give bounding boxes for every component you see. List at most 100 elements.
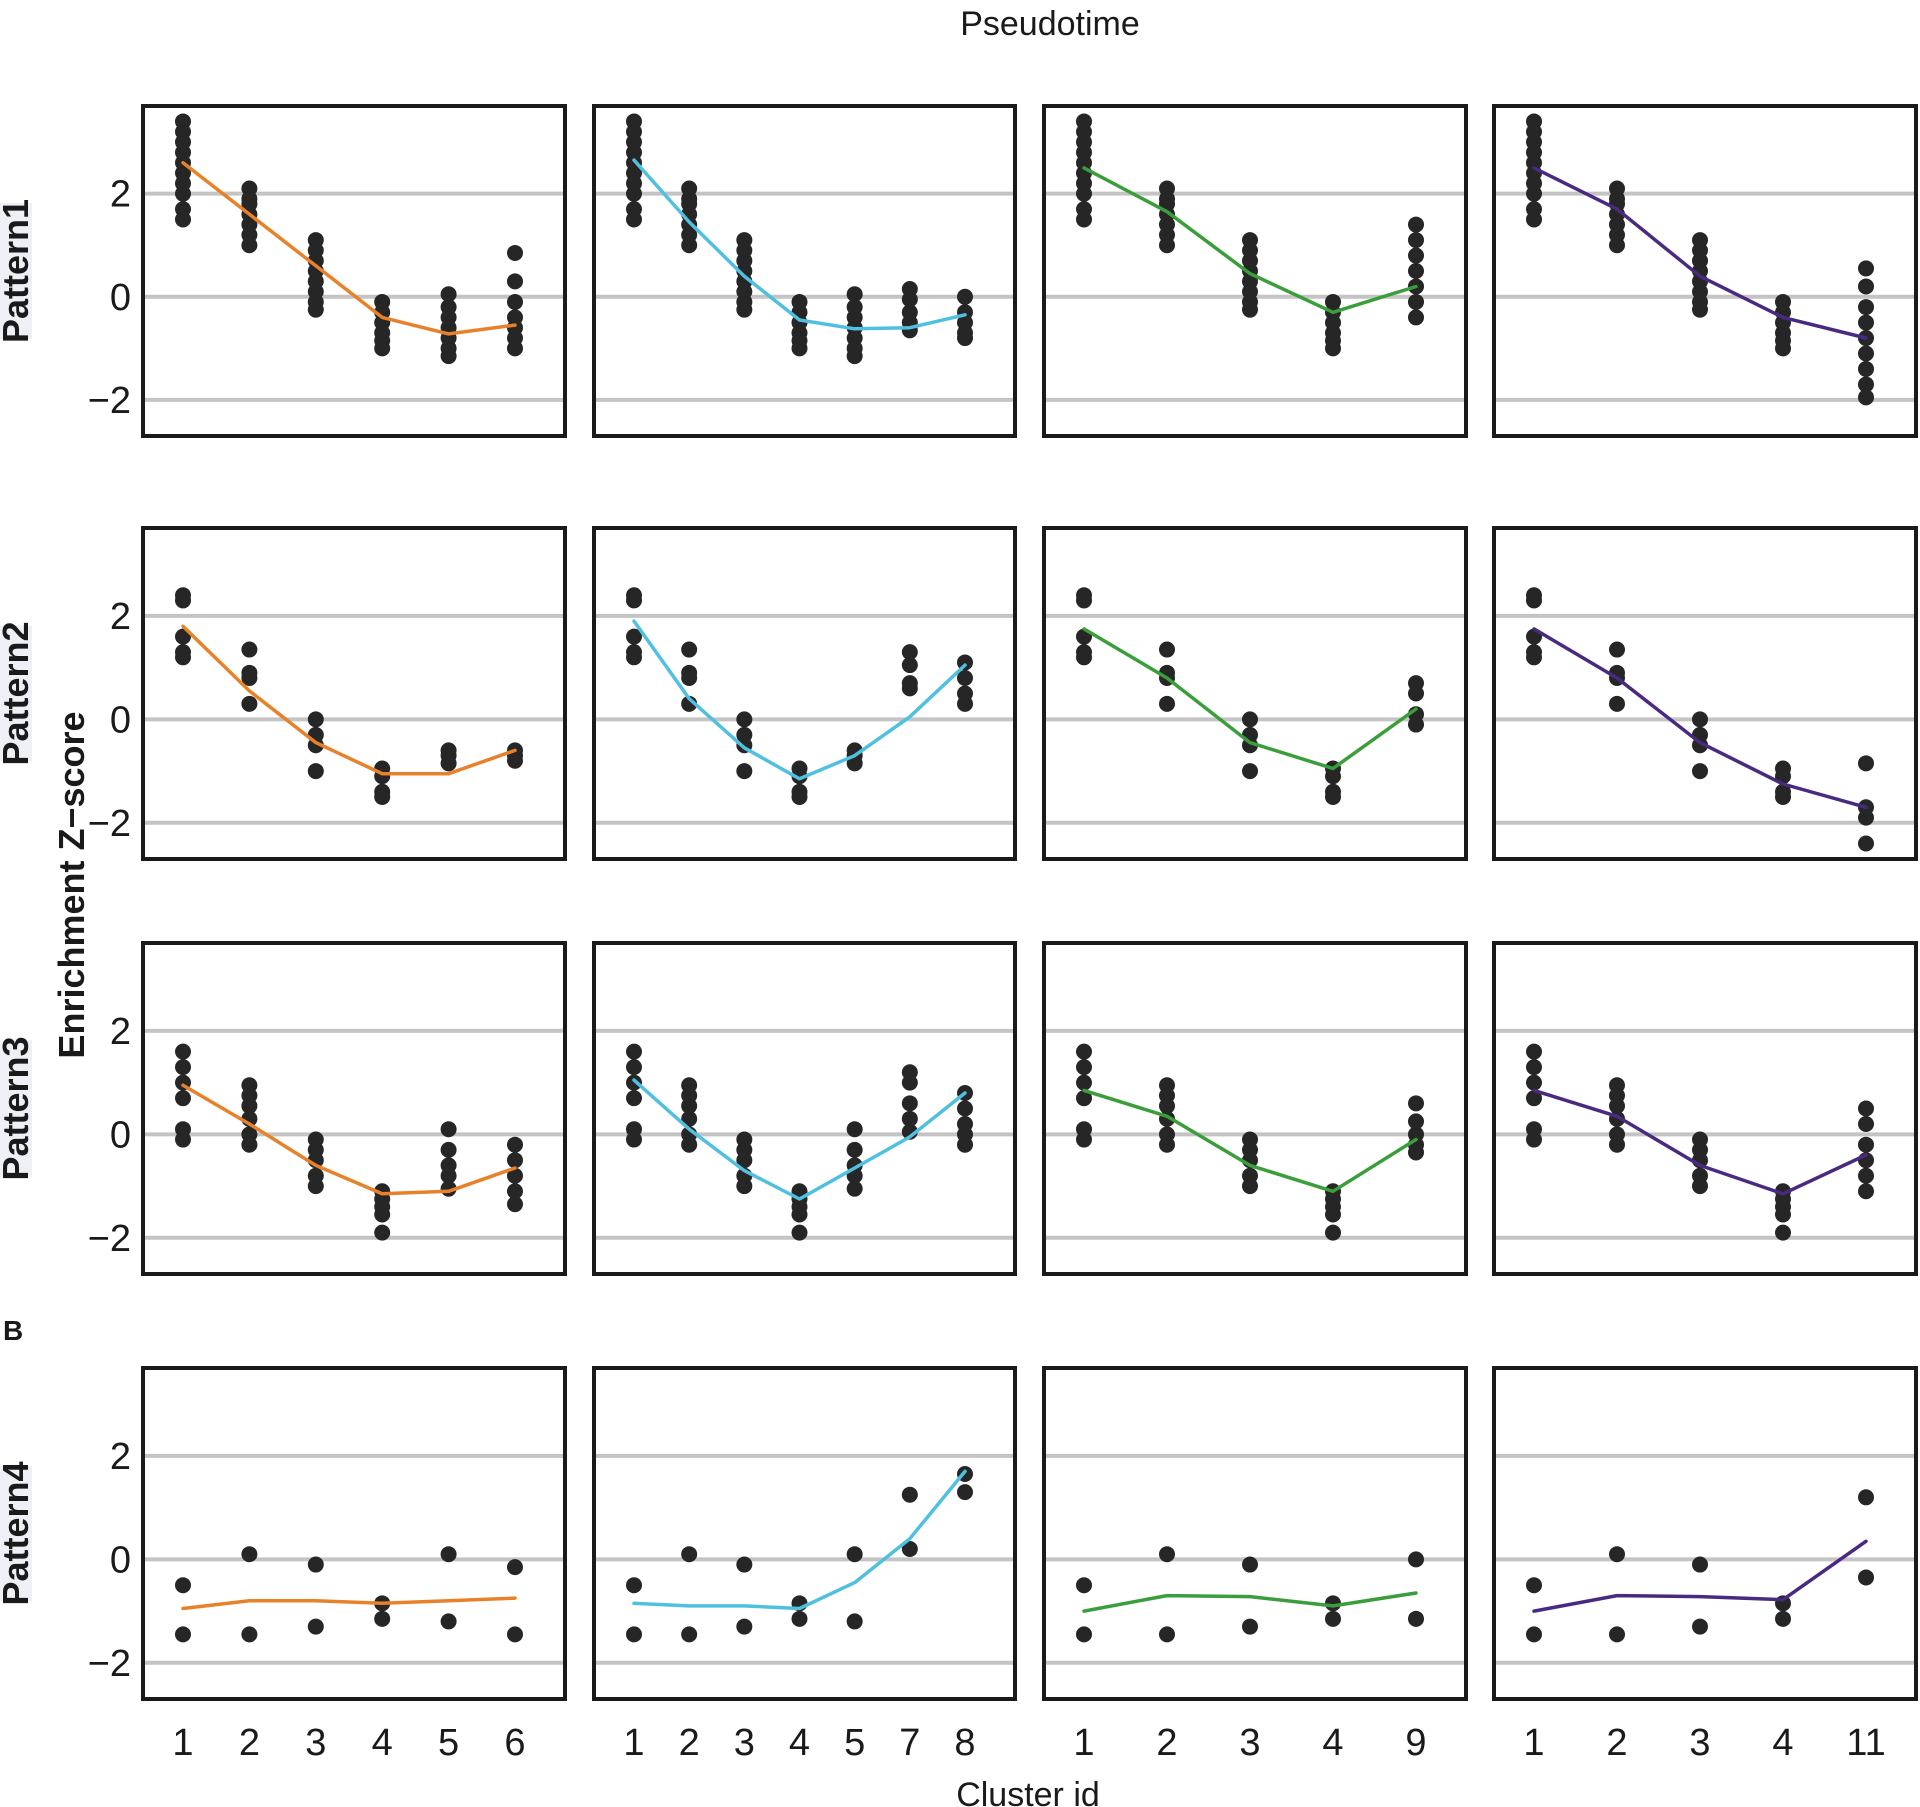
data-point	[1076, 211, 1092, 228]
data-point	[307, 763, 324, 780]
data-point	[1408, 1113, 1424, 1130]
data-point	[626, 628, 642, 645]
data-point	[307, 1618, 324, 1635]
data-point	[1159, 1546, 1175, 1563]
data-point	[1076, 1059, 1092, 1076]
data-point	[1526, 1577, 1542, 1594]
data-point	[507, 1626, 523, 1643]
panel-frame	[592, 526, 1017, 861]
data-point	[1775, 1206, 1791, 1223]
data-point	[1775, 340, 1791, 357]
data-point	[1775, 1224, 1791, 1241]
panel-frame	[1042, 526, 1468, 861]
data-point	[1526, 1074, 1542, 1091]
data-point	[791, 1224, 808, 1241]
series-line	[1082, 627, 1418, 771]
data-point	[1076, 649, 1092, 666]
strip-label-pattern4: Pattern4	[0, 1461, 36, 1605]
panel-frame	[141, 1366, 567, 1701]
x-tick-label: 6	[504, 1722, 525, 1764]
strip-label-pattern1: Pattern1	[0, 199, 36, 343]
series-line	[1082, 166, 1418, 315]
data-point	[1692, 1556, 1708, 1573]
x-tick-label: 1	[172, 1722, 193, 1764]
strip-background	[0, 625, 32, 762]
data-point	[440, 1167, 457, 1184]
data-point	[1858, 1136, 1874, 1153]
panel-frame	[1042, 941, 1468, 1276]
data-point	[1242, 763, 1258, 780]
x-tick-label: 11	[1846, 1722, 1885, 1764]
panel-pattern3-col3	[1042, 941, 1468, 1276]
data-point	[1858, 809, 1874, 826]
data-point	[1242, 1556, 1258, 1573]
y-tick-label: 2	[110, 1011, 131, 1053]
data-point	[681, 641, 698, 658]
data-point	[1076, 1074, 1092, 1091]
data-point	[1858, 299, 1874, 316]
data-point	[1526, 1090, 1542, 1107]
data-point	[440, 1141, 457, 1158]
data-point	[1408, 216, 1424, 233]
data-point	[901, 1110, 918, 1127]
x-tick-label: 5	[844, 1722, 865, 1764]
x-tick-label: 4	[1772, 1722, 1793, 1764]
x-tick-label: 4	[789, 1722, 810, 1764]
data-point	[1159, 1097, 1175, 1114]
data-point	[626, 1043, 642, 1060]
data-point	[440, 1613, 457, 1630]
y-tick-label: 2	[110, 596, 131, 638]
data-point	[791, 340, 808, 357]
data-point	[1408, 1144, 1424, 1161]
series-line	[632, 1078, 967, 1201]
data-point	[1609, 1626, 1625, 1643]
data-point	[846, 1180, 863, 1197]
data-point	[241, 695, 258, 712]
data-point	[1325, 768, 1341, 785]
panel-pattern1-col4	[1492, 104, 1918, 438]
data-point	[241, 1097, 258, 1114]
data-point	[736, 711, 753, 728]
data-point	[1408, 232, 1424, 249]
data-point	[901, 657, 918, 674]
y-tick-label: −2	[88, 803, 131, 845]
data-point	[846, 1141, 863, 1158]
data-point	[957, 695, 973, 712]
data-point	[307, 1178, 324, 1195]
data-point	[1692, 711, 1708, 728]
data-point	[901, 1074, 918, 1091]
panel-frame	[1492, 1366, 1918, 1701]
series-line	[632, 158, 967, 331]
data-point	[507, 1152, 523, 1169]
data-point	[1609, 695, 1625, 712]
data-point	[1526, 1626, 1542, 1643]
data-point	[1858, 1100, 1874, 1117]
y-tick-label: 2	[110, 1436, 131, 1478]
data-point	[626, 592, 642, 609]
x-tick-label: 4	[1322, 1722, 1343, 1764]
x-tick-label: 2	[1156, 1722, 1177, 1764]
chart-title: Pseudotime	[960, 5, 1140, 43]
data-point	[1609, 641, 1625, 658]
series-line	[181, 1596, 517, 1611]
x-tick-label: 3	[1689, 1722, 1710, 1764]
series-line	[1532, 627, 1868, 810]
data-point	[1775, 788, 1791, 805]
data-point	[681, 1097, 698, 1114]
data-point	[846, 755, 863, 772]
data-point	[507, 1196, 523, 1213]
data-point	[901, 1541, 918, 1558]
data-point	[901, 291, 918, 308]
data-point	[1076, 592, 1092, 609]
data-point	[1325, 340, 1341, 357]
data-point	[1858, 755, 1874, 772]
data-point	[1858, 1489, 1874, 1506]
data-point	[374, 1206, 391, 1223]
panel-pattern4-col3: 1 2 3 4 9	[1042, 1366, 1468, 1764]
data-point	[1609, 1097, 1625, 1114]
data-point	[175, 592, 191, 609]
data-point	[374, 788, 391, 805]
x-tick-label: 2	[1606, 1722, 1627, 1764]
data-point	[307, 1556, 324, 1573]
